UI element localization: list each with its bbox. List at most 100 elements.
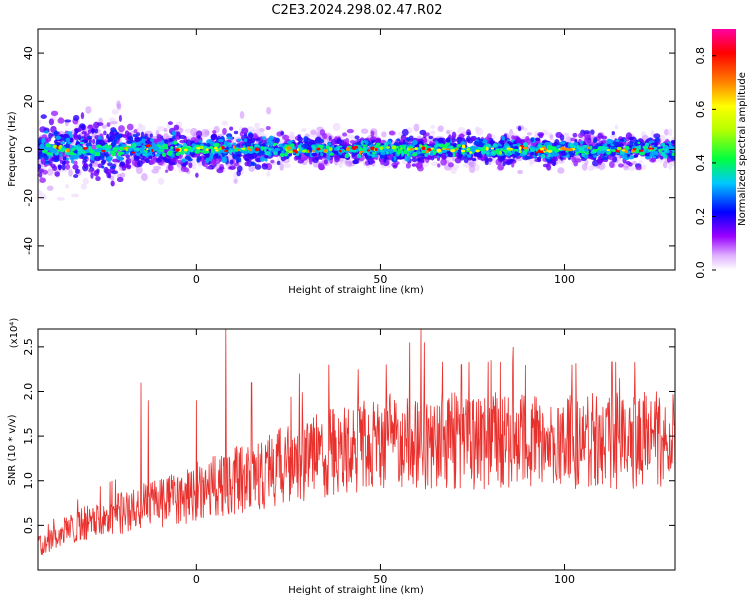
spectrogram-cell [396, 138, 401, 142]
spectrogram-cell [116, 176, 124, 183]
spectrogram-cell [96, 144, 102, 148]
spectrogram-cell [107, 162, 113, 167]
spectrogram-cell [126, 151, 129, 154]
spectrogram-cell [602, 155, 609, 160]
spectrogram-cell [74, 168, 80, 174]
spectrogram-cell [180, 147, 186, 150]
spectrogram-cell [534, 137, 541, 142]
spectrogram-cell [301, 150, 307, 153]
spectrogram-cell [118, 134, 122, 139]
snr-y-tick-label: 2.5 [22, 338, 35, 356]
spectrogram-cell [132, 147, 139, 151]
spectrogram-cell [188, 162, 193, 169]
spectrogram-cell [554, 139, 560, 146]
spectrogram-cell [77, 134, 82, 141]
spectrogram-cell [56, 196, 65, 201]
spectrogram-cell [651, 147, 655, 150]
spectrogram-cell [316, 131, 321, 138]
spectrogram-cell [79, 154, 84, 158]
spectrogram-cell [296, 148, 300, 152]
spectrogram-cell [139, 147, 144, 152]
spectrogram-cell [217, 138, 224, 143]
spectrogram-cell [506, 152, 511, 157]
spectrogram-cell [374, 147, 378, 151]
spectrogram-cell [344, 153, 349, 159]
spectrogram-cell [68, 169, 73, 177]
spectrogram-cell [283, 163, 292, 168]
spectrogram-cell [588, 145, 593, 150]
spectrogram-cell [248, 132, 254, 139]
spectrogram-cell [382, 148, 388, 152]
spectrogram-cell [281, 150, 285, 154]
spectrogram-cell [411, 157, 418, 163]
spectrogram-cell [111, 141, 117, 147]
spectrogram-cell [660, 151, 666, 157]
spectrogram-cell [297, 159, 304, 164]
spectrogram-cell [475, 126, 480, 133]
colorbar-tick-label: 0.2 [694, 208, 707, 226]
spectrogram-cell [167, 121, 173, 126]
spectrogram-cell [399, 144, 403, 148]
spectrogram-cell [664, 128, 669, 136]
spectrogram-cell [181, 158, 187, 163]
spectrogram-cell [400, 147, 403, 150]
spectrogram-x-tick-label: 0 [193, 273, 200, 286]
spectrogram-cell [48, 147, 54, 153]
spectrogram-cell [140, 173, 148, 182]
spectrogram-cell [653, 133, 661, 139]
spectrogram-cell [57, 117, 65, 124]
spectrogram-cell [233, 137, 239, 145]
snr-frame [37, 328, 676, 571]
spectrogram-cell [38, 119, 42, 127]
spectrogram-cell [363, 146, 369, 150]
spectrogram-cell [567, 148, 573, 152]
colorbar-ticks: 0.0 0.2 0.4 0.6 0.8 [694, 47, 716, 279]
spectrogram-cell [428, 135, 434, 140]
spectrogram-cell [112, 158, 119, 163]
spectrogram-cell [71, 148, 75, 152]
spectrogram-cell [239, 111, 245, 120]
spectrogram-cell [526, 131, 533, 136]
spectrogram-cell [249, 137, 256, 144]
spectrogram-cell [523, 127, 528, 132]
spectrogram-cell [351, 149, 357, 153]
spectrogram-cell [65, 157, 69, 161]
spectrogram-cell [540, 147, 544, 151]
spectrogram-cell [129, 147, 134, 151]
spectrogram-cell [233, 162, 240, 167]
spectrogram-cell [151, 141, 156, 148]
spectrogram-cell [581, 153, 585, 157]
spectrogram-cell [276, 160, 281, 166]
spectrogram-cell [60, 148, 67, 151]
spectrogram-cell [127, 136, 131, 140]
spectrogram-cell [104, 147, 111, 153]
spectrogram-cell [430, 125, 435, 129]
spectrogram-cell [512, 153, 516, 159]
spectrogram-cell [118, 146, 123, 151]
spectrogram-cell [212, 130, 217, 134]
spectrogram-cell [484, 158, 489, 163]
spectrogram-cell [564, 147, 569, 151]
spectrogram-cell [650, 142, 658, 146]
spectrogram-cell [661, 148, 665, 151]
spectrogram-cell [45, 143, 51, 148]
spectrogram-cell [336, 138, 343, 145]
spectrogram-cell [469, 151, 472, 154]
spectrogram-cell [637, 141, 641, 145]
spectrogram-cell [502, 146, 507, 150]
spectrogram-cell [393, 155, 397, 161]
spectrogram-cell [261, 136, 267, 140]
spectrogram-cell [74, 128, 79, 134]
spectrogram-cell [664, 148, 668, 153]
spectrogram-cell [73, 174, 79, 179]
spectrogram-cell [578, 146, 585, 152]
spectrogram-cell [214, 142, 220, 148]
colorbar-tick-label: 0.0 [694, 261, 707, 279]
spectrogram-cell [470, 136, 476, 142]
spectrogram-cell [284, 152, 288, 157]
spectrogram-cell [83, 156, 88, 160]
spectrogram-cell [66, 148, 69, 153]
spectrogram-cell [82, 146, 88, 150]
spectrogram-cell [441, 147, 446, 150]
